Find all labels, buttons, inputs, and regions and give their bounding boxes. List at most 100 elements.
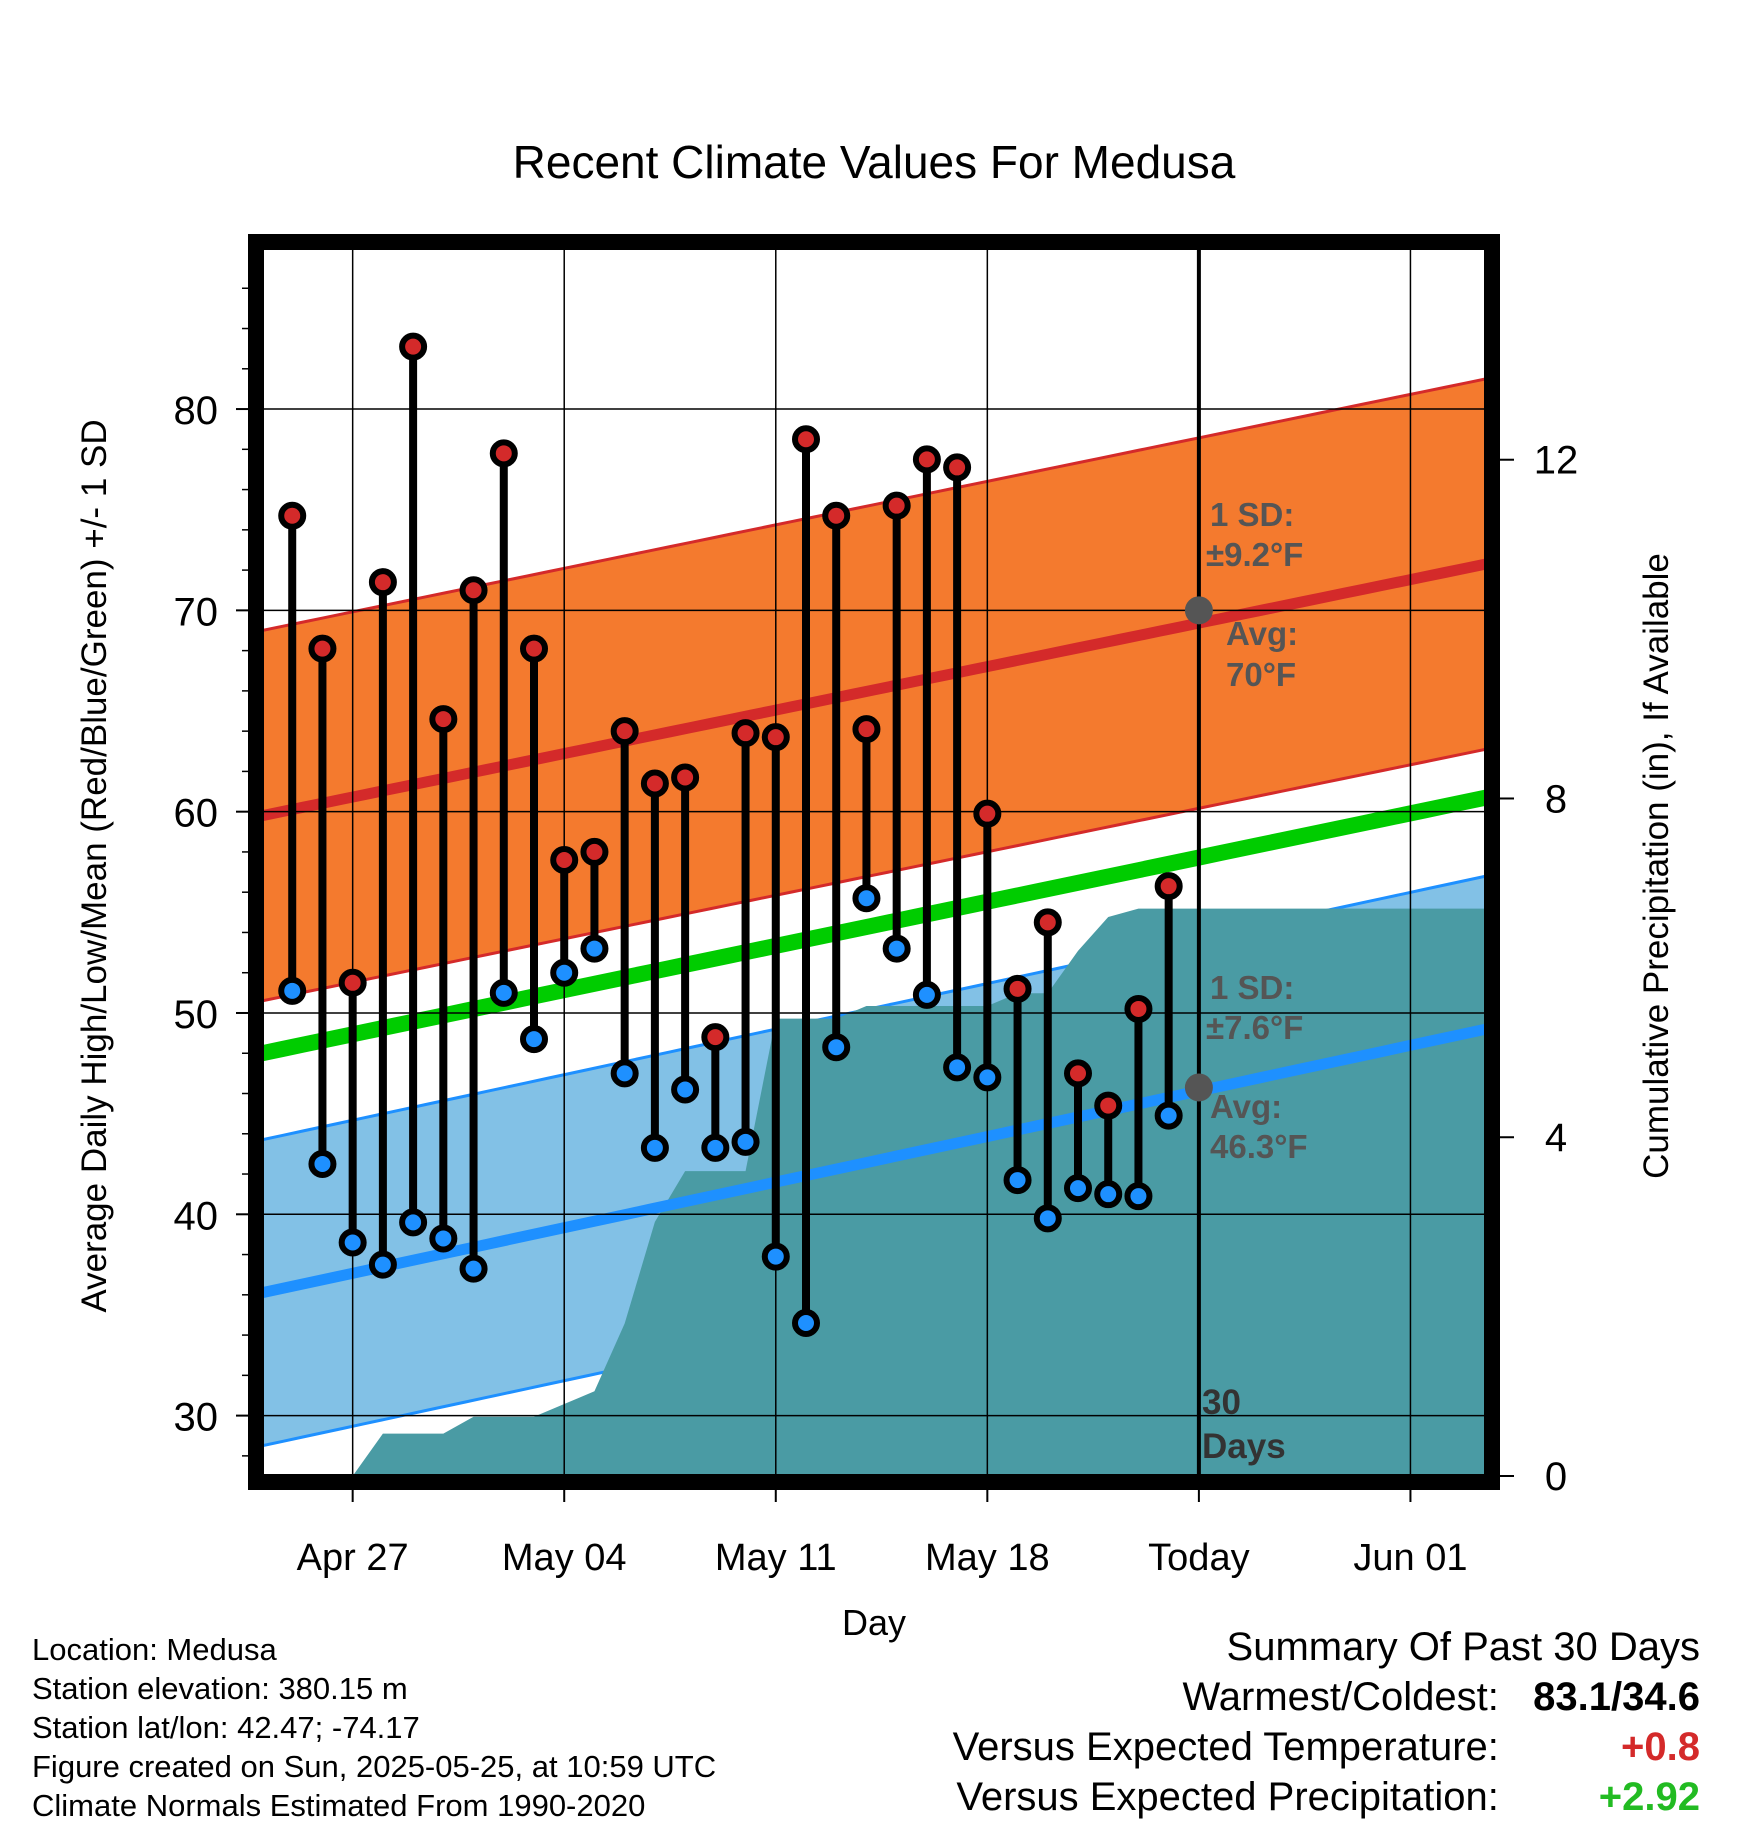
x-tick-label: Jun 01 <box>1353 1537 1467 1579</box>
daily-high-point <box>761 723 790 752</box>
daily-low-point <box>912 980 941 1009</box>
high-sd-lower-edge <box>262 747 1486 1003</box>
daily-high-point <box>701 1023 730 1052</box>
y-tick-label: 60 <box>174 792 219 836</box>
daily-low-point <box>1033 1204 1062 1233</box>
daily-low-point <box>671 1075 700 1104</box>
x-tick-label: May 18 <box>925 1537 1050 1579</box>
today-normal-high-marker <box>1184 596 1213 625</box>
daily-high-point <box>1124 994 1153 1023</box>
daily-low-point <box>731 1127 760 1156</box>
today-days-label-line: Days <box>1202 1427 1286 1466</box>
daily-high-point <box>399 332 428 361</box>
daily-high-point <box>640 769 669 798</box>
daily-low-point <box>822 1033 851 1062</box>
daily-low-point <box>550 958 579 987</box>
daily-low-point <box>429 1224 458 1253</box>
daily-high-point <box>1033 908 1062 937</box>
low-sd-label: 1 SD: <box>1210 969 1294 1006</box>
station-info: Location: Medusa Station elevation: 380.… <box>32 1630 716 1825</box>
daily-low-point <box>852 884 881 913</box>
daily-low-point <box>882 934 911 963</box>
daily-high-point <box>429 705 458 734</box>
daily-low-point <box>1064 1174 1092 1203</box>
x-tick-label: Apr 27 <box>297 1537 409 1579</box>
precip-anomaly-label: Versus Expected Precipitation: <box>956 1775 1499 1819</box>
warmest-coldest-label: Warmest/Coldest: <box>1182 1675 1499 1719</box>
daily-low-point <box>1094 1180 1123 1209</box>
daily-high-point <box>882 491 911 520</box>
today-days-label-line: 30 <box>1202 1383 1241 1422</box>
daily-high-point <box>973 799 1002 828</box>
precip-anomaly-value: +2.92 <box>1598 1775 1700 1819</box>
daily-high-point <box>580 837 609 866</box>
daily-high-point <box>610 717 639 746</box>
axes: 30 40 50 60 70 80 0 4 8 12 Apr 27 May 04 May 11 May 1… <box>174 234 1579 1579</box>
daily-low-point <box>368 1250 397 1279</box>
daily-values <box>278 332 1213 1338</box>
low-avg-value: 46.3°F <box>1210 1128 1308 1165</box>
daily-low-point <box>459 1254 488 1283</box>
high-avg-label: Avg: <box>1226 615 1298 652</box>
summary-warmest-coldest: Warmest/Coldest: 83.1/34.6 <box>953 1672 1701 1722</box>
annotations: 1 SD: ±9.2°F Avg: 70°F 1 SD: ±7.6°F Avg:… <box>1202 496 1308 1466</box>
y2-tick-label: 12 <box>1534 439 1579 483</box>
daily-high-point <box>520 634 548 663</box>
summary-temp: Versus Expected Temperature: +0.8 <box>953 1722 1700 1772</box>
daily-low-point <box>308 1149 337 1178</box>
daily-low-point <box>399 1208 428 1237</box>
daily-high-point <box>1154 872 1183 901</box>
y-tick-label: 30 <box>174 1396 219 1440</box>
daily-low-point <box>973 1063 1002 1092</box>
y-tick-label: 70 <box>174 590 219 634</box>
latlon-text: Station lat/lon: 42.47; -74.17 <box>32 1710 420 1745</box>
daily-high-point <box>1003 974 1032 1003</box>
daily-low-point <box>610 1059 639 1088</box>
daily-high-point <box>822 501 851 530</box>
daily-low-point <box>278 976 307 1005</box>
high-sd-value: ±9.2°F <box>1206 536 1303 573</box>
x-tick-label: Today <box>1148 1537 1249 1579</box>
x-axis-label: Day <box>842 1602 906 1643</box>
y-tick-label: 40 <box>174 1194 219 1238</box>
summary-panel: Summary Of Past 30 Days Warmest/Coldest:… <box>953 1622 1700 1822</box>
daily-high-point <box>912 445 941 474</box>
daily-high-point <box>338 968 367 997</box>
y2-tick-label: 4 <box>1545 1116 1567 1160</box>
normal-high-line <box>262 558 1486 822</box>
daily-low-point <box>701 1133 730 1162</box>
low-avg-label: Avg: <box>1210 1088 1282 1125</box>
today-normal-low-marker <box>1184 1073 1213 1102</box>
temp-anomaly-value: +0.8 <box>1621 1725 1700 1769</box>
daily-high-point <box>671 763 700 792</box>
plot-area <box>262 248 1486 1476</box>
plot-frame <box>248 234 1500 1490</box>
normals-text: Climate Normals Estimated From 1990-2020 <box>32 1788 646 1823</box>
daily-low-point <box>520 1025 548 1054</box>
daily-high-point <box>489 439 518 468</box>
cumulative-precip-area <box>292 908 1486 1476</box>
daily-low-point <box>489 978 518 1007</box>
daily-high-point <box>1094 1091 1123 1120</box>
elevation-text: Station elevation: 380.15 m <box>32 1671 408 1706</box>
daily-high-point <box>459 576 488 605</box>
daily-low-point <box>761 1242 790 1271</box>
daily-high-point <box>943 453 972 482</box>
high-avg-value: 70°F <box>1226 656 1296 693</box>
normal-mean-line <box>262 789 1486 1062</box>
warmest-coldest-value: 83.1/34.6 <box>1533 1675 1700 1719</box>
daily-high-point <box>368 568 397 597</box>
y2-axis-label: Cumulative Precipitation (in), If Availa… <box>1637 553 1676 1179</box>
daily-high-point <box>278 501 307 530</box>
daily-high-point <box>550 845 579 874</box>
x-tick-label: May 04 <box>502 1537 627 1579</box>
daily-high-point <box>792 425 820 454</box>
daily-low-point <box>338 1228 367 1257</box>
daily-low-point <box>1124 1182 1153 1211</box>
daily-low-point <box>640 1133 669 1162</box>
daily-low-point <box>792 1309 820 1338</box>
temp-anomaly-label: Versus Expected Temperature: <box>952 1725 1499 1769</box>
summary-heading: Summary Of Past 30 Days <box>1226 1625 1700 1669</box>
created-text: Figure created on Sun, 2025-05-25, at 10… <box>32 1749 717 1784</box>
